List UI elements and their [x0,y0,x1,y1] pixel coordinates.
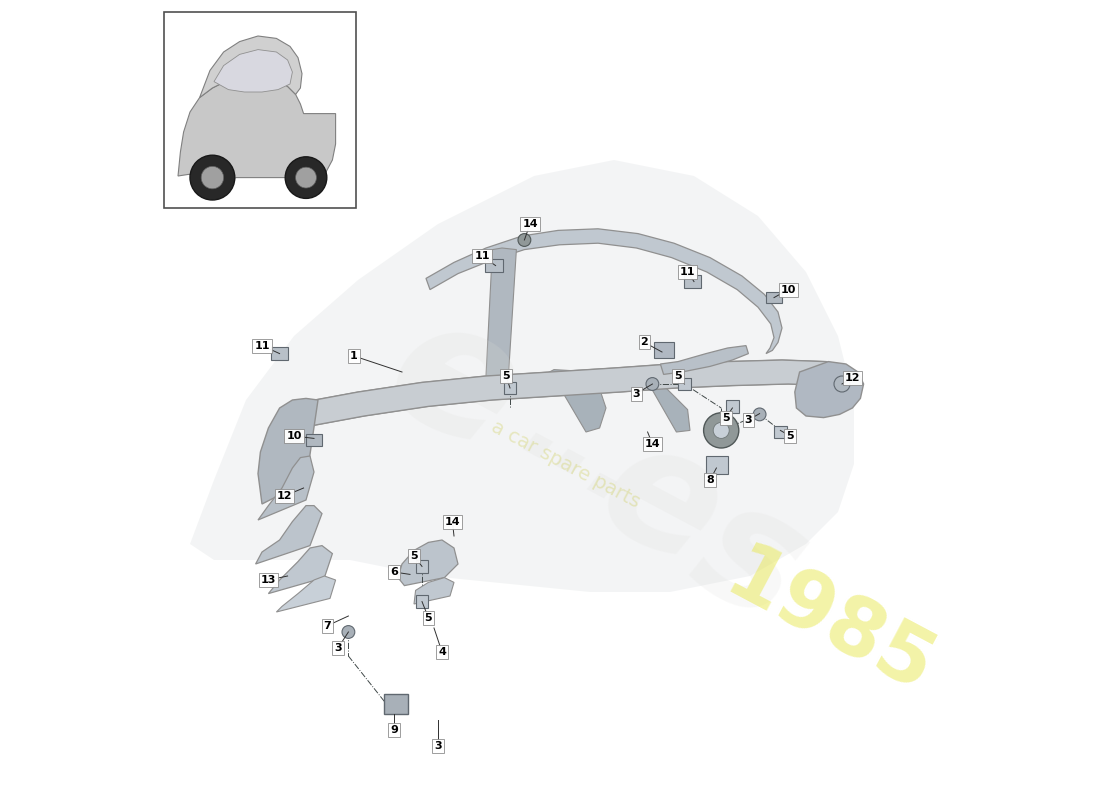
Text: 3: 3 [434,741,442,750]
Text: .: . [538,391,626,505]
Text: 10: 10 [781,285,796,294]
Polygon shape [630,366,690,432]
Text: 11: 11 [474,251,490,261]
Bar [726,400,739,413]
Text: e: e [359,278,549,490]
Bar [774,426,786,438]
Bar [706,456,728,474]
Polygon shape [268,546,332,594]
Polygon shape [414,578,454,604]
Polygon shape [306,360,845,426]
Text: 1985: 1985 [713,537,947,711]
Text: e: e [574,406,750,602]
Circle shape [754,408,766,421]
Text: s: s [668,465,832,655]
Text: 12: 12 [845,373,860,382]
Bar [485,259,503,272]
Text: 13: 13 [261,575,276,585]
Text: 11: 11 [680,267,695,277]
Bar [766,292,782,303]
Text: 6: 6 [390,567,398,577]
Text: 2: 2 [640,338,648,347]
Text: 5: 5 [674,371,682,381]
Text: a car spare parts: a car spare parts [488,417,644,511]
Bar [504,382,516,394]
Text: 5: 5 [410,551,418,561]
Bar [306,434,322,446]
Text: 3: 3 [632,389,640,398]
Circle shape [646,378,659,390]
Bar [683,275,701,288]
Circle shape [201,166,223,189]
Text: 7: 7 [323,621,331,630]
Polygon shape [255,506,322,564]
Polygon shape [214,50,293,92]
Circle shape [342,626,355,638]
Polygon shape [542,370,606,432]
Bar [271,347,288,360]
Polygon shape [276,576,336,612]
Polygon shape [486,248,516,376]
Polygon shape [190,160,854,592]
Text: .: . [506,375,594,489]
Bar [654,342,674,358]
Text: 9: 9 [390,725,398,734]
Text: 3: 3 [334,643,342,653]
Polygon shape [306,360,845,426]
Polygon shape [199,36,302,98]
Polygon shape [398,540,458,586]
Circle shape [518,234,531,246]
Polygon shape [178,76,336,180]
Polygon shape [258,398,318,504]
Text: 4: 4 [438,647,446,657]
Bar [416,595,428,608]
Circle shape [285,157,327,198]
Bar [164,12,356,208]
Text: 8: 8 [706,475,714,485]
Text: 10: 10 [286,431,301,441]
Text: 5: 5 [503,371,509,381]
Circle shape [834,376,850,392]
Text: 11: 11 [254,341,270,350]
Circle shape [190,155,234,200]
Text: 14: 14 [522,219,538,229]
Polygon shape [258,456,314,520]
Text: 5: 5 [723,413,729,422]
Text: 3: 3 [745,415,752,425]
Text: 1: 1 [350,351,358,361]
Text: 14: 14 [444,517,460,526]
Circle shape [713,422,729,438]
Bar [678,378,691,390]
Circle shape [704,413,739,448]
Bar [384,694,408,714]
Text: 14: 14 [645,439,660,449]
Polygon shape [426,229,782,354]
Bar [416,560,428,573]
Text: 5: 5 [425,613,432,622]
Circle shape [296,167,317,188]
Polygon shape [795,362,864,418]
Text: 5: 5 [786,431,794,441]
Polygon shape [660,346,748,374]
Text: 12: 12 [277,491,293,501]
Text: .: . [570,415,658,529]
